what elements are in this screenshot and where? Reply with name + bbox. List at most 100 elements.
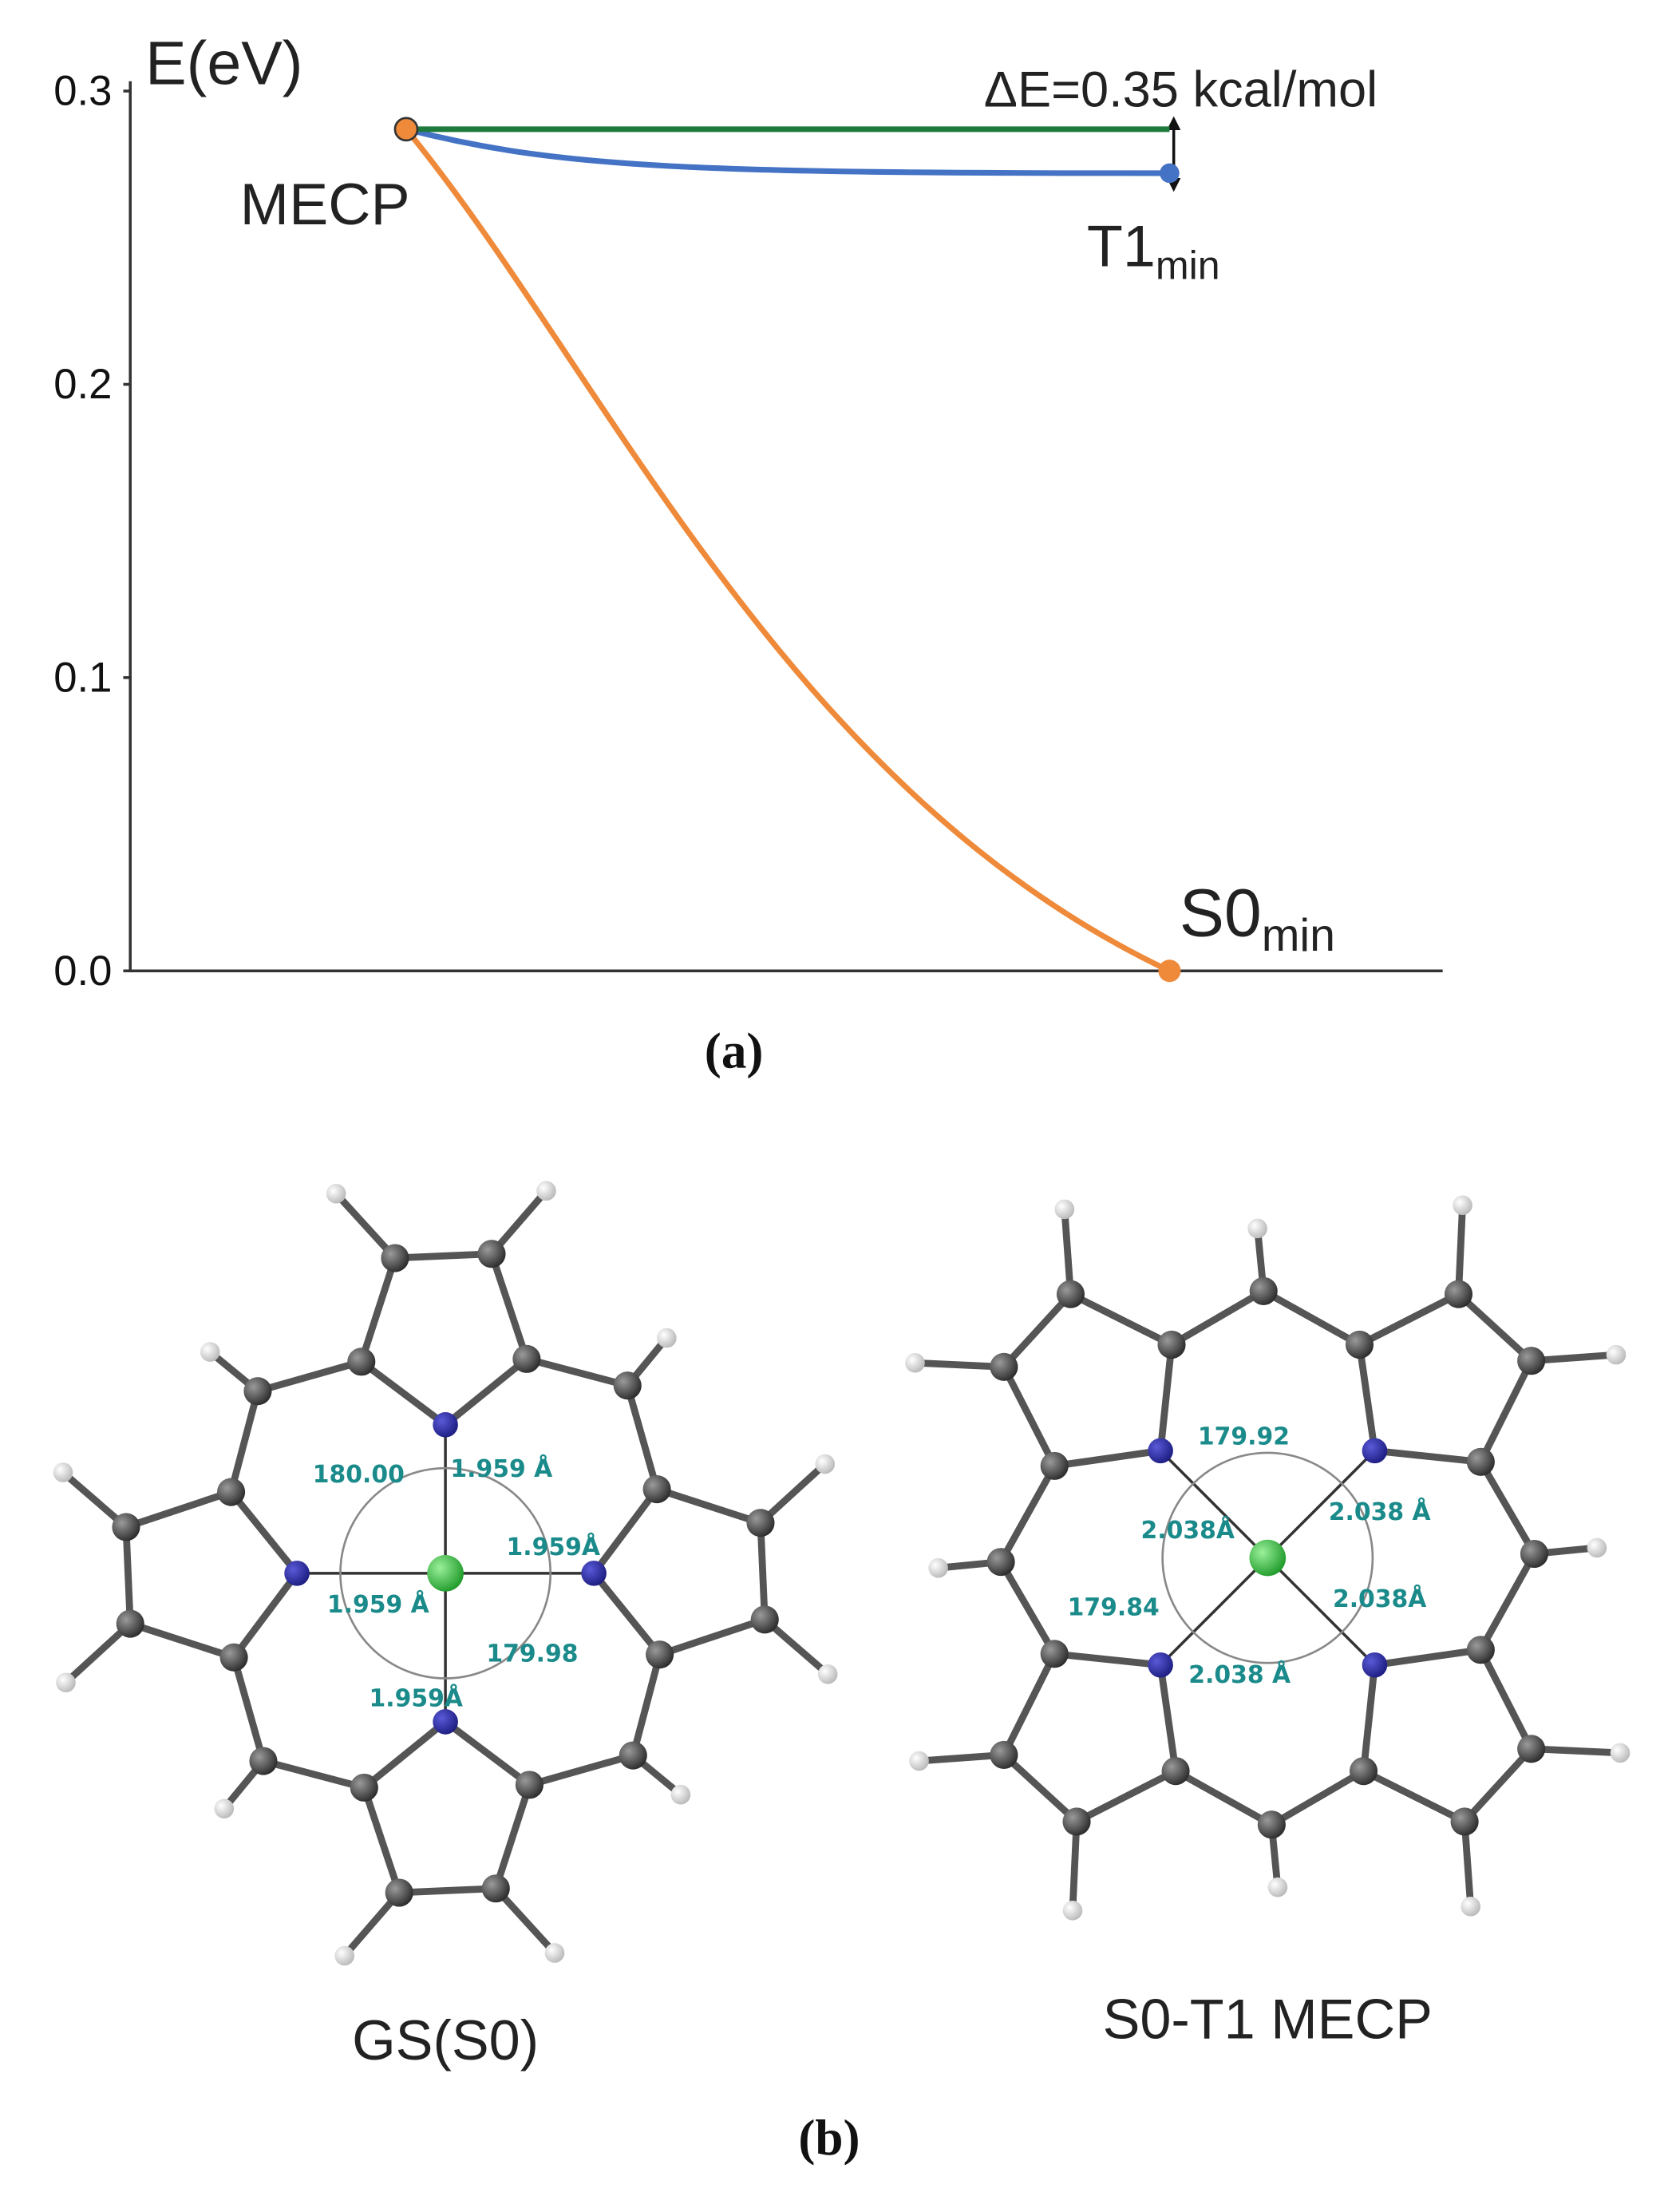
atom [1062, 1901, 1083, 1921]
bond [1461, 1746, 1534, 1824]
bond [1000, 1365, 1058, 1468]
annotation-main: S0 [1180, 875, 1262, 950]
atom [1517, 1735, 1546, 1763]
point [393, 117, 419, 142]
atom [909, 1751, 929, 1771]
atom [1247, 1218, 1267, 1239]
annotation-main: T1 [1087, 212, 1156, 279]
bond [1356, 1343, 1378, 1452]
atom [536, 1181, 556, 1201]
atom [1148, 1438, 1173, 1464]
bond [1156, 1664, 1180, 1772]
atom [116, 1609, 144, 1638]
bond [1156, 1344, 1176, 1451]
bond [227, 1390, 262, 1494]
atom [385, 1878, 413, 1907]
atom [219, 1643, 248, 1672]
atom [613, 1371, 642, 1400]
atom [1349, 1757, 1378, 1786]
measurement-label: 1.959Å [507, 1532, 600, 1561]
caption-a: (a) [705, 1023, 764, 1078]
bond [1262, 1288, 1362, 1348]
measurement-label: 179.92 [1198, 1423, 1290, 1450]
bond [230, 1656, 267, 1763]
annotation: S0min [1180, 875, 1335, 961]
y-tick-label: 0.0 [53, 948, 112, 995]
atom [1054, 1199, 1075, 1220]
bond [492, 1783, 533, 1890]
atom [515, 1771, 543, 1799]
bond [358, 1256, 399, 1363]
bond [63, 1620, 133, 1685]
bond [998, 1464, 1058, 1564]
bond [1374, 1646, 1481, 1669]
metal-atom [427, 1555, 464, 1592]
point [1158, 960, 1181, 983]
atom [1362, 1652, 1388, 1678]
bond [1461, 1821, 1475, 1907]
measurement-label: 2.038Å [1333, 1584, 1426, 1613]
angle-circle [339, 1466, 552, 1680]
bond [1001, 1752, 1080, 1825]
bond [1069, 1821, 1081, 1911]
annotation-sub: min [1262, 910, 1335, 961]
atom [544, 1943, 565, 1963]
atom [1450, 1807, 1479, 1836]
bond [1477, 1460, 1538, 1556]
bond [231, 1571, 300, 1660]
measurement-label: 179.84 [1068, 1594, 1160, 1622]
bond [758, 1461, 828, 1525]
atom [1610, 1743, 1630, 1763]
bond [1456, 1291, 1534, 1363]
atom [990, 1740, 1018, 1769]
atom [815, 1454, 835, 1474]
atom [990, 1352, 1018, 1381]
atom [217, 1478, 246, 1506]
atom [56, 1672, 76, 1693]
bond [1477, 1552, 1538, 1652]
bond [1159, 1450, 1269, 1559]
atom [284, 1561, 310, 1586]
bond [1477, 1359, 1535, 1464]
bond [443, 1355, 529, 1428]
atom [334, 1945, 355, 1966]
atom [657, 1328, 677, 1348]
bond [228, 1490, 300, 1576]
bond [655, 1486, 762, 1526]
molecule: 180.00 1.959 Å 1.959Å 1.959 Å 179.98 1.959Å GS… [53, 1181, 838, 2072]
y-tick-label: 0.2 [53, 361, 112, 408]
bond [1169, 1288, 1266, 1348]
molecule-label: GS(S0) [352, 2008, 539, 2072]
atom [1267, 1877, 1288, 1897]
bond [1173, 1767, 1274, 1828]
bond [361, 1786, 403, 1894]
bond [125, 1488, 232, 1531]
energy-curve [404, 127, 1171, 974]
bond [1477, 1648, 1535, 1751]
bond [1053, 1650, 1161, 1669]
atom [905, 1352, 925, 1373]
bond [1069, 1291, 1173, 1348]
atom [249, 1747, 278, 1775]
measurement-label: 2.038Å [1141, 1515, 1235, 1545]
atom [512, 1344, 541, 1373]
measurement-label: 1.959 Å [327, 1589, 429, 1619]
atom [347, 1347, 376, 1376]
bond [915, 1359, 1005, 1371]
bond [398, 1885, 496, 1897]
bond [256, 1358, 362, 1395]
atom [1040, 1640, 1069, 1668]
bond [998, 1560, 1057, 1656]
atom [481, 1874, 510, 1903]
y-tick-label: 0.3 [53, 68, 112, 115]
atom [746, 1509, 775, 1537]
bond [528, 1751, 634, 1789]
atom [1461, 1896, 1480, 1917]
atom [1040, 1451, 1069, 1480]
annotation: T1min [1087, 212, 1220, 287]
atom [986, 1548, 1015, 1577]
atom [1466, 1636, 1495, 1664]
energy-curve [405, 126, 1170, 176]
bond [624, 1384, 661, 1490]
atom [817, 1664, 838, 1684]
